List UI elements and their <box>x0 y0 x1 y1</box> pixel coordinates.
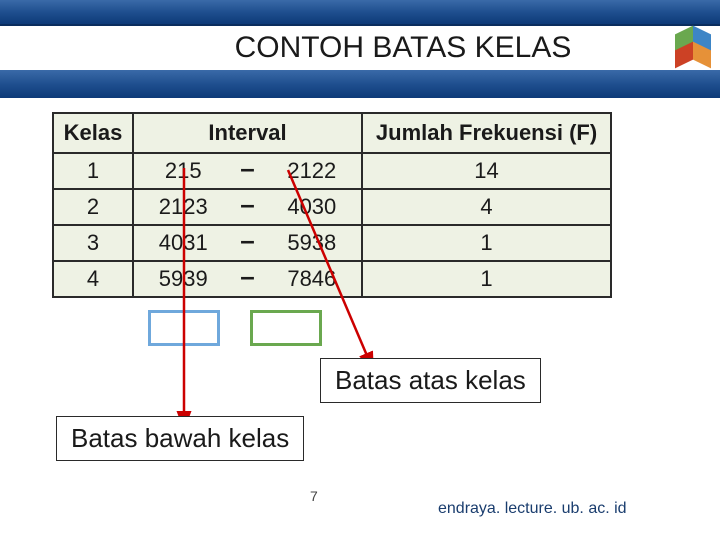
label-batas-atas: Batas atas kelas <box>320 358 541 403</box>
cell-kelas: 4 <box>53 261 133 297</box>
cell-kelas: 2 <box>53 189 133 225</box>
interval-lo: 215 <box>134 154 233 188</box>
cell-kelas: 1 <box>53 153 133 189</box>
cell-freq: 4 <box>362 189 611 225</box>
cell-freq: 1 <box>362 261 611 297</box>
interval-dash: – <box>233 154 263 188</box>
cell-freq: 14 <box>362 153 611 189</box>
interval-dash: – <box>233 226 263 260</box>
interval-hi: 7846 <box>263 262 362 296</box>
top-banner <box>0 0 720 26</box>
interval-dash: – <box>233 190 263 224</box>
highlight-batas-bawah <box>148 310 220 346</box>
slide-title: CONTOH BATAS KELAS <box>0 31 666 65</box>
header-interval: Interval <box>133 113 362 153</box>
table-row: 2 2123 – 4030 4 <box>53 189 611 225</box>
interval-lo: 4031 <box>134 226 233 260</box>
interval-dash: – <box>233 262 263 296</box>
footer-url: endraya. lecture. ub. ac. id <box>438 500 627 518</box>
table-header-row: Kelas Interval Jumlah Frekuensi (F) <box>53 113 611 153</box>
highlight-batas-atas <box>250 310 322 346</box>
interval-hi: 4030 <box>263 190 362 224</box>
cell-kelas: 3 <box>53 225 133 261</box>
cell-interval: 4031 – 5938 <box>133 225 362 261</box>
header-freq: Jumlah Frekuensi (F) <box>362 113 611 153</box>
cell-interval: 2123 – 4030 <box>133 189 362 225</box>
title-row: CONTOH BATAS KELAS <box>0 26 720 70</box>
interval-hi: 5938 <box>263 226 362 260</box>
cell-freq: 1 <box>362 225 611 261</box>
frequency-table: Kelas Interval Jumlah Frekuensi (F) 1 21… <box>52 112 612 298</box>
header-kelas: Kelas <box>53 113 133 153</box>
content-area: Kelas Interval Jumlah Frekuensi (F) 1 21… <box>0 98 720 298</box>
logo-icon <box>666 30 702 66</box>
table-row: 3 4031 – 5938 1 <box>53 225 611 261</box>
subtitle-bar <box>0 70 720 98</box>
table-row: 1 215 – 2122 14 <box>53 153 611 189</box>
interval-lo: 5939 <box>134 262 233 296</box>
table-row: 4 5939 – 7846 1 <box>53 261 611 297</box>
cell-interval: 5939 – 7846 <box>133 261 362 297</box>
page-number: 7 <box>310 488 318 504</box>
cell-interval: 215 – 2122 <box>133 153 362 189</box>
interval-hi: 2122 <box>263 154 362 188</box>
label-batas-bawah: Batas bawah kelas <box>56 416 304 461</box>
interval-lo: 2123 <box>134 190 233 224</box>
